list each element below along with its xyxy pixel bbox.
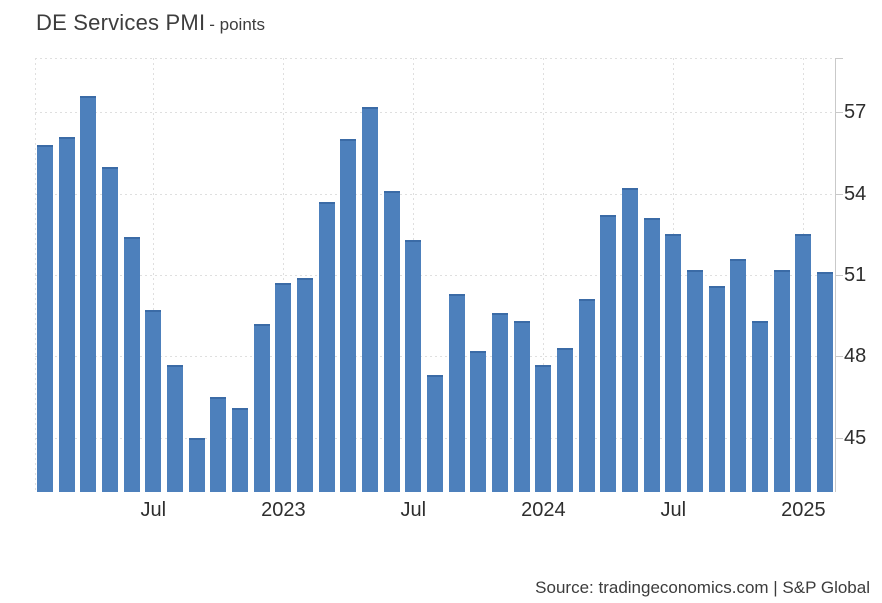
bar-jul-2023[interactable] (405, 239, 422, 492)
bar-oct-2024[interactable] (730, 258, 747, 492)
bar-jan-2025[interactable] (795, 234, 812, 492)
x-tick-label: Jul (660, 499, 687, 521)
source-attribution: Source: tradingeconomics.com | S&P Globa… (535, 578, 870, 597)
bar-aug-2022[interactable] (167, 364, 183, 492)
bar-oct-2023[interactable] (470, 350, 487, 492)
v-gridline (153, 58, 155, 492)
y-tick-mark (836, 193, 843, 195)
bar-feb-2024[interactable] (557, 348, 573, 492)
x-tick-label: 2025 (781, 499, 826, 521)
bar-nov-2023[interactable] (492, 312, 508, 492)
v-gridline (283, 58, 285, 492)
bar-sep-2022[interactable] (188, 437, 205, 492)
y-tick-label: 57 (844, 101, 867, 124)
bar-may-2022[interactable] (102, 166, 118, 492)
bar-jul-2024[interactable] (665, 234, 682, 492)
h-gridline (35, 356, 836, 358)
bar-apr-2024[interactable] (600, 215, 617, 492)
bar-jan-2023[interactable] (275, 283, 292, 492)
chart-subtitle: - points (209, 15, 266, 34)
bar-apr-2022[interactable] (80, 95, 97, 492)
y-tick-mark (836, 112, 843, 114)
bar-jul-2022[interactable] (145, 310, 162, 492)
v-gridline (543, 58, 545, 492)
chart-header: DE Services PMI - points (36, 10, 265, 36)
bar-aug-2024[interactable] (687, 269, 703, 492)
y-tick-label: 48 (844, 345, 867, 368)
x-tick-label: 2023 (261, 499, 306, 521)
y-tick-mark (836, 437, 843, 439)
h-gridline (35, 112, 836, 114)
bar-jun-2024[interactable] (643, 218, 660, 492)
bar-apr-2023[interactable] (340, 139, 357, 492)
y-tick-mark (836, 356, 843, 358)
x-tick-label: Jul (400, 499, 427, 521)
bar-jun-2023[interactable] (383, 190, 400, 492)
y-tick-label: 54 (844, 182, 867, 205)
bar-jun-2022[interactable] (123, 237, 140, 492)
chart-title: DE Services PMI (36, 10, 206, 35)
bar-aug-2023[interactable] (427, 375, 443, 492)
y-tick-mark (836, 58, 843, 59)
bar-nov-2022[interactable] (232, 407, 248, 492)
bar-dec-2023[interactable] (513, 321, 530, 492)
bar-oct-2022[interactable] (210, 397, 227, 492)
x-tick-label: Jul (140, 499, 167, 521)
bar-dec-2022[interactable] (253, 323, 270, 492)
bar-feb-2023[interactable] (297, 277, 313, 492)
h-gridline (35, 275, 836, 276)
plot-top-border (35, 58, 836, 59)
bar-jan-2024[interactable] (535, 364, 552, 492)
h-gridline (35, 193, 836, 195)
bar-feb-2022[interactable] (37, 144, 53, 492)
bar-mar-2023[interactable] (318, 201, 335, 492)
x-tick-label: 2024 (521, 499, 566, 521)
y-tick-label: 45 (844, 426, 867, 449)
bar-mar-2024[interactable] (578, 299, 595, 492)
bar-mar-2022[interactable] (58, 136, 75, 492)
bar-sep-2023[interactable] (448, 294, 465, 492)
bar-feb-2025[interactable] (817, 272, 833, 492)
bar-dec-2024[interactable] (773, 269, 790, 492)
y-tick-mark (836, 275, 843, 276)
bar-sep-2024[interactable] (708, 285, 725, 492)
y-tick-label: 51 (844, 264, 867, 286)
plot-area (35, 58, 843, 492)
bar-may-2023[interactable] (362, 106, 378, 492)
y-axis-line (835, 58, 836, 492)
bar-nov-2024[interactable] (752, 321, 768, 492)
bar-may-2024[interactable] (622, 188, 638, 492)
